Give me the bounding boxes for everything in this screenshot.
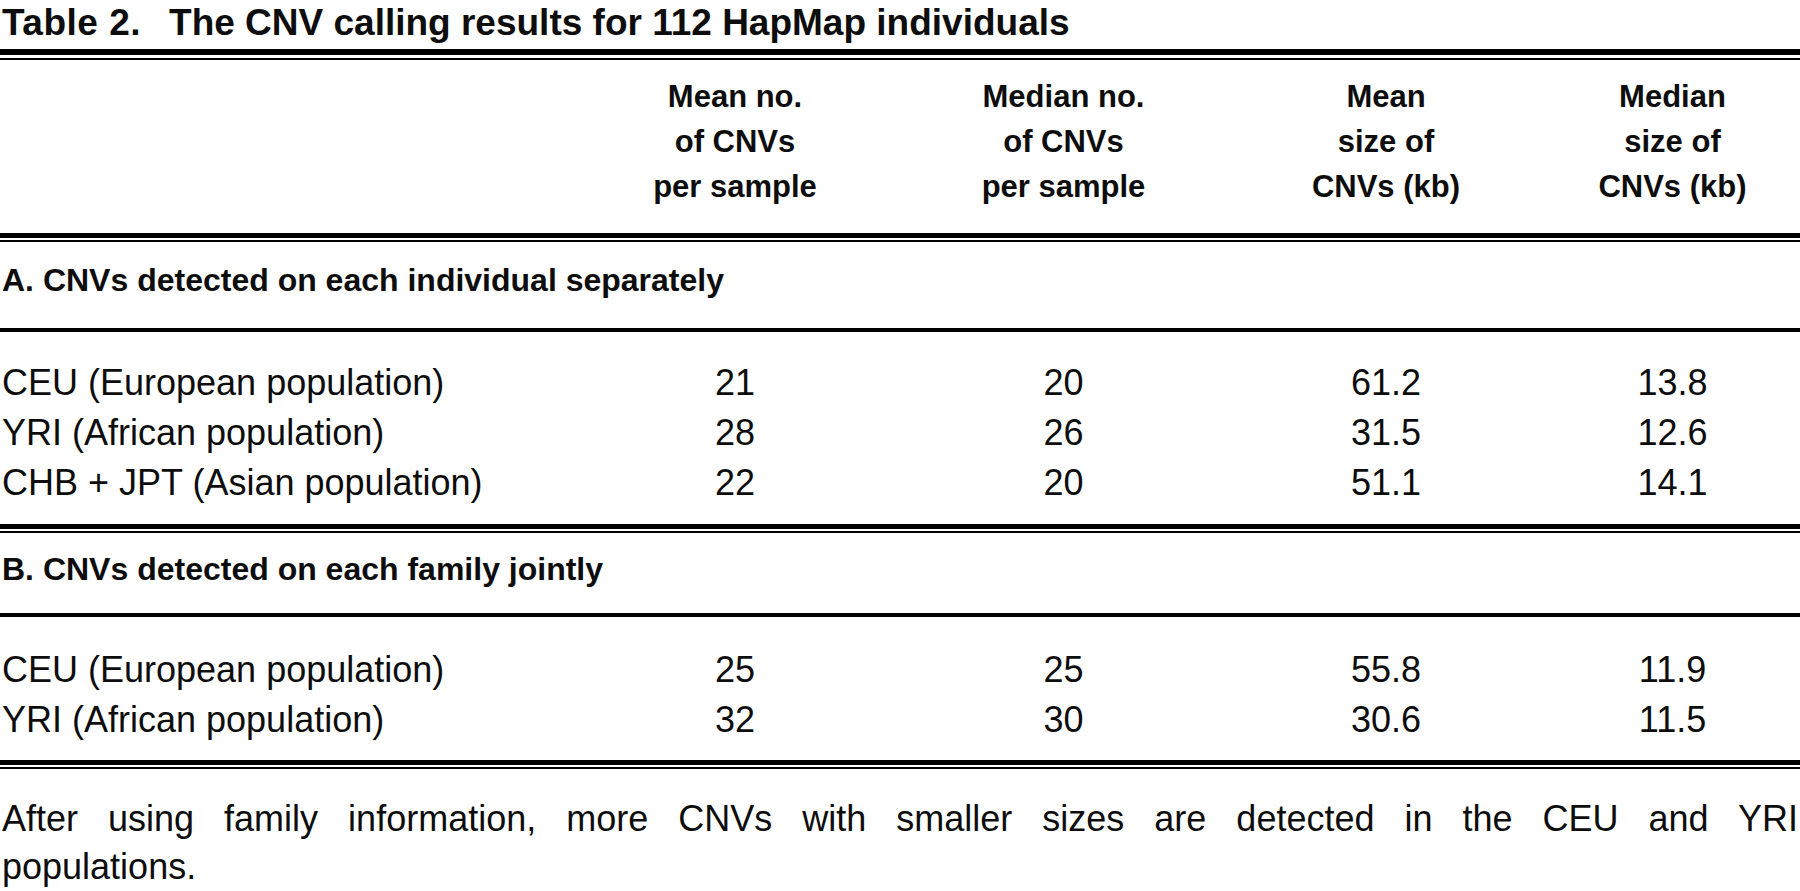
header-line: per sample xyxy=(570,164,900,209)
cell-mean-no: 32 xyxy=(570,695,900,745)
row-label: YRI (African population) xyxy=(0,695,570,745)
header-line: size of xyxy=(1227,119,1545,164)
column-header-median-no-cnvs: Median no. of CNVs per sample xyxy=(900,74,1227,209)
column-header-median-size: Median size of CNVs (kb) xyxy=(1545,74,1800,209)
column-header-mean-no-cnvs: Mean no. of CNVs per sample xyxy=(570,74,900,209)
column-header-mean-size: Mean size of CNVs (kb) xyxy=(1227,74,1545,209)
cell-median-size: 14.1 xyxy=(1545,458,1800,508)
cell-mean-size: 30.6 xyxy=(1227,695,1545,745)
cell-mean-no: 22 xyxy=(570,458,900,508)
header-line: CNVs (kb) xyxy=(1227,164,1545,209)
section-a-heading: A. CNVs detected on each individual sepa… xyxy=(0,242,1800,328)
table-number-label: Table 2. xyxy=(2,2,141,43)
cell-mean-size: 31.5 xyxy=(1227,408,1545,458)
table-row: YRI (African population) 32 30 30.6 11.5 xyxy=(0,695,1800,745)
header-line: Mean xyxy=(1227,74,1545,119)
header-line: of CNVs xyxy=(570,119,900,164)
paper-table-figure: Table 2. The CNV calling results for 112 … xyxy=(0,0,1800,891)
header-line: CNVs (kb) xyxy=(1545,164,1800,209)
header-line: Median no. xyxy=(900,74,1227,119)
cell-median-no: 25 xyxy=(900,645,1227,695)
header-line: per sample xyxy=(900,164,1227,209)
table-caption: The CNV calling results for 112 HapMap i… xyxy=(169,2,1070,43)
row-label: CEU (European population) xyxy=(0,358,570,408)
cell-mean-no: 28 xyxy=(570,408,900,458)
cell-median-no: 20 xyxy=(900,458,1227,508)
table-bottom-rule xyxy=(0,760,1800,769)
header-line: Median xyxy=(1545,74,1800,119)
cell-median-no: 30 xyxy=(900,695,1227,745)
section-b-top-rule xyxy=(0,524,1800,533)
title-rule xyxy=(0,49,1800,60)
table-row: CEU (European population) 25 25 55.8 11.… xyxy=(0,645,1800,695)
cell-mean-no: 25 xyxy=(570,645,900,695)
table-row: CEU (European population) 21 20 61.2 13.… xyxy=(0,358,1800,408)
row-label: CHB + JPT (Asian population) xyxy=(0,458,570,508)
table-footnote: After using family information, more CNV… xyxy=(0,795,1800,891)
cell-mean-size: 51.1 xyxy=(1227,458,1545,508)
section-a-rows: CEU (European population) 21 20 61.2 13.… xyxy=(0,332,1800,524)
section-b-rows: CEU (European population) 25 25 55.8 11.… xyxy=(0,617,1800,760)
cell-median-size: 11.5 xyxy=(1545,695,1800,745)
cell-median-size: 11.9 xyxy=(1545,645,1800,695)
table-row: CHB + JPT (Asian population) 22 20 51.1 … xyxy=(0,458,1800,508)
footnote-line: After using family information, more CNV… xyxy=(0,795,1800,843)
cell-median-size: 13.8 xyxy=(1545,358,1800,408)
cell-median-size: 12.6 xyxy=(1545,408,1800,458)
header-line: of CNVs xyxy=(900,119,1227,164)
column-header-row: Mean no. of CNVs per sample Median no. o… xyxy=(0,60,1800,233)
cell-mean-size: 61.2 xyxy=(1227,358,1545,408)
footnote-line: populations. xyxy=(0,843,1800,891)
cell-median-no: 26 xyxy=(900,408,1227,458)
cell-mean-no: 21 xyxy=(570,358,900,408)
table-title: Table 2. The CNV calling results for 112 … xyxy=(0,0,1800,49)
table-row: YRI (African population) 28 26 31.5 12.6 xyxy=(0,408,1800,458)
header-rule xyxy=(0,233,1800,242)
cell-median-no: 20 xyxy=(900,358,1227,408)
row-label: CEU (European population) xyxy=(0,645,570,695)
section-b-heading: B. CNVs detected on each family jointly xyxy=(0,533,1800,613)
header-line: size of xyxy=(1545,119,1800,164)
row-label: YRI (African population) xyxy=(0,408,570,458)
header-line: Mean no. xyxy=(570,74,900,119)
cell-mean-size: 55.8 xyxy=(1227,645,1545,695)
